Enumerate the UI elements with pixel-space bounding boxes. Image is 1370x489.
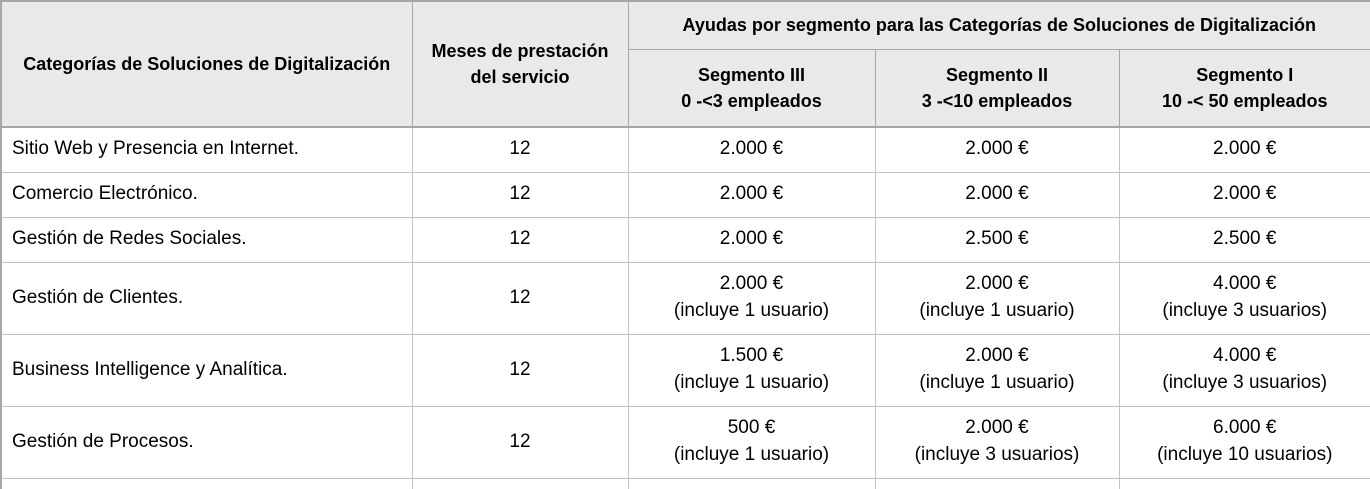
table-row: Gestión de Procesos. 12 500 € (incluye 1 … [0,405,1370,479]
table-row: Gestión de Clientes. 12 2.000 € (incluye … [0,261,1370,335]
aid-cell: 2.000 € [1118,126,1370,173]
months-cell [411,477,629,489]
aid-amount: 2.000 € [965,183,1029,205]
category-cell [0,477,413,489]
aid-note: (incluye 1 usuario) [919,300,1075,321]
aid-cell: 2.000 € (incluye 3 usuarios) [874,405,1120,479]
aid-amount: 6.000 € [1213,417,1277,439]
header-aid-by-segment-group: Ayudas por segmento para las Categorías … [627,0,1370,50]
aid-note: (incluye 3 usuarios) [1162,372,1328,393]
aid-amount: 2.500 € [965,228,1029,250]
category-cell: Gestión de Clientes. [0,261,413,335]
aid-cell: 1.500 € (incluye 1 usuario) [627,333,876,407]
header-segment-i: Segmento I 10 -< 50 empleados [1118,49,1370,128]
aid-amount: 1.500 € [719,345,784,367]
aid-note: (incluye 1 usuario) [919,372,1075,393]
aid-amount: 2.000 € [719,273,784,295]
aid-cell: 6.000 € (incluye 10 usuarios) [1118,405,1370,479]
aid-amount: 2.000 € [965,273,1029,295]
table-row: Sitio Web y Presencia en Internet. 12 2.… [0,126,1370,173]
months-cell: 12 [411,126,629,173]
aid-cell: 2.000 € [627,171,876,218]
aid-amount: 2.000 € [1213,183,1277,205]
category-cell: Comercio Electrónico. [0,171,413,218]
segment-name: Segmento III [697,64,805,85]
aid-amount: 2.500 € [1213,228,1277,250]
aid-cell: 2.500 € [1118,216,1370,263]
header-categories: Categorías de Soluciones de Digitalizaci… [0,0,413,128]
table-row: Business Intelligence y Analítica. 12 1.… [0,333,1370,407]
segment-name: Segmento I [1196,64,1294,85]
aid-amount: 4.000 € [1213,345,1277,367]
header-row-segments: Segmento III 0 -<3 empleados Segmento II… [1,49,1370,128]
table-row: Gestión de Redes Sociales. 12 2.000 € 2.… [0,216,1370,263]
table-row: Comercio Electrónico. 12 2.000 € 2.000 €… [0,171,1370,218]
segment-employee-range: 0 -<3 empleados [681,91,822,111]
months-cell: 12 [411,333,629,407]
aid-cell: 2.000 € [874,171,1120,218]
segment-employee-range: 3 -<10 empleados [921,91,1073,111]
aid-cell: 2.000 € (incluye 1 usuario) [874,333,1120,407]
months-cell: 12 [411,405,629,479]
aid-note: (incluye 1 usuario) [673,444,830,465]
aid-amount: 4.000 € [1213,273,1277,295]
table-body: Sitio Web y Presencia en Internet. 12 2.… [0,126,1370,489]
category-cell: Sitio Web y Presencia en Internet. [0,126,413,173]
aid-cell [1118,477,1370,489]
table-header: Categorías de Soluciones de Digitalizaci… [0,0,1370,128]
aid-cell: 2.000 € [627,126,876,173]
aid-amount: 2.000 € [965,345,1029,367]
aid-note: (incluye 1 usuario) [673,372,830,393]
segment-employee-range: 10 -< 50 empleados [1161,91,1328,111]
months-cell: 12 [411,171,629,218]
aid-amount: 2.000 € [1213,138,1277,160]
aid-cell: 4.000 € (incluye 3 usuarios) [1118,333,1370,407]
aid-note: (incluye 3 usuarios) [1162,300,1328,321]
aid-amount: 2.000 € [719,183,784,205]
aid-amount: 2.000 € [965,138,1029,160]
aid-note: (incluye 10 usuarios) [1157,444,1333,465]
aid-cell: 4.000 € (incluye 3 usuarios) [1118,261,1370,335]
aid-cell: 2.000 € [874,126,1120,173]
segment-name: Segmento II [945,64,1048,85]
aid-cell [627,477,876,489]
aid-note: (incluye 3 usuarios) [914,444,1080,465]
aid-amount: 500 € [727,417,776,439]
category-cell: Gestión de Redes Sociales. [0,216,413,263]
aid-cell: 2.000 € [627,216,876,263]
aid-cell [874,477,1120,489]
category-cell: Gestión de Procesos. [0,405,413,479]
header-segment-ii: Segmento II 3 -<10 empleados [874,49,1120,128]
table-row-partial [0,477,1370,489]
header-segment-iii: Segmento III 0 -<3 empleados [627,49,876,128]
aid-note: (incluye 1 usuario) [673,300,830,321]
aid-amount: 2.000 € [719,138,784,160]
aid-cell: 500 € (incluye 1 usuario) [627,405,876,479]
header-row-top: Categorías de Soluciones de Digitalizaci… [0,0,1370,128]
header-service-months: Meses de prestación del servicio [411,0,629,128]
aid-amount: 2.000 € [719,228,784,250]
months-cell: 12 [411,261,629,335]
aid-cell: 2.000 € (incluye 1 usuario) [874,261,1120,335]
aid-amount: 2.000 € [965,417,1029,439]
months-cell: 12 [411,216,629,263]
aid-cell: 2.000 € (incluye 1 usuario) [627,261,876,335]
aid-cell: 2.500 € [874,216,1120,263]
aid-cell: 2.000 € [1118,171,1370,218]
category-cell: Business Intelligence y Analítica. [0,333,413,407]
